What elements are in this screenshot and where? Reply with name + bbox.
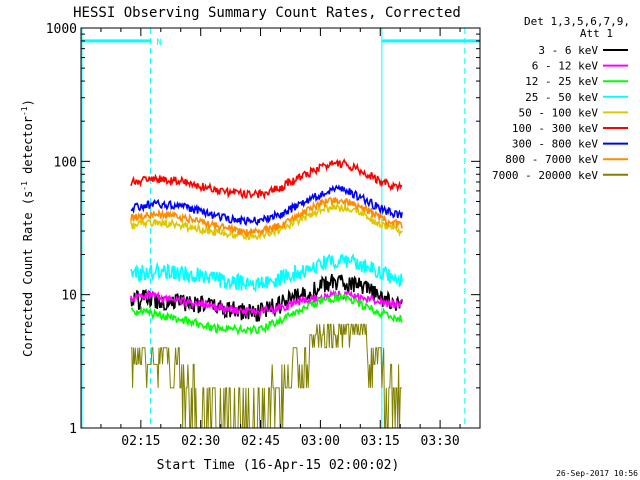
timestamp: 26-Sep-2017 10:56 xyxy=(556,469,638,478)
y-tick-label-1: 10 xyxy=(61,289,77,304)
legend-item-label-4: 50 - 100 keV xyxy=(519,106,599,119)
y-axis-label-end: ) xyxy=(21,99,35,106)
x-tick-label-5: 03:30 xyxy=(421,434,460,449)
legend-header-line-2: Att 1 xyxy=(580,27,613,40)
y-tick-label-3: 1000 xyxy=(46,22,77,37)
night-marker-label: N xyxy=(156,38,161,48)
legend-item-label-3: 25 - 50 keV xyxy=(525,91,598,104)
y-tick-label-0: 1 xyxy=(69,422,77,437)
series-line-5 xyxy=(130,158,403,201)
legend-item-label-5: 100 - 300 keV xyxy=(512,122,598,135)
series-line-1 xyxy=(130,289,403,319)
chart-title: HESSI Observing Summary Count Rates, Cor… xyxy=(73,5,461,21)
legend-item-label-1: 6 - 12 keV xyxy=(532,60,599,73)
series-line-4 xyxy=(130,201,403,241)
y-axis-label-mid: detector xyxy=(21,116,35,181)
series-line-7 xyxy=(130,197,403,238)
x-axis-label: Start Time (16-Apr-15 02:00:02) xyxy=(157,458,400,473)
legend-item-label-0: 3 - 6 keV xyxy=(538,44,598,57)
series-line-2 xyxy=(130,291,403,336)
series-line-6 xyxy=(130,184,403,227)
y-axis-label-exp2: -1 xyxy=(20,106,29,116)
series-line-3 xyxy=(130,253,403,293)
x-tick-label-1: 02:30 xyxy=(181,434,220,449)
legend-item-label-2: 12 - 25 keV xyxy=(525,75,598,88)
y-axis-label-main: Corrected Count Rate (s xyxy=(21,191,35,357)
series-group xyxy=(130,158,403,429)
legend: Det 1,3,5,6,7,9, Att 1 3 - 6 keV 6 - 12 k… xyxy=(492,15,630,182)
legend-header-line-1: Det 1,3,5,6,7,9, xyxy=(524,15,630,28)
axis-ticks xyxy=(80,28,481,429)
x-tick-label-2: 02:45 xyxy=(241,434,280,449)
y-axis-label-exp1: -1 xyxy=(20,181,29,191)
axis-tick-labels: 02:15 02:30 02:45 03:00 03:15 03:30 1 10 100 1000 xyxy=(46,22,460,449)
y-tick-label-2: 100 xyxy=(54,155,77,170)
x-tick-label-3: 03:00 xyxy=(301,434,340,449)
x-tick-label-0: 02:15 xyxy=(121,434,160,449)
legend-item-label-6: 300 - 800 keV xyxy=(512,138,598,151)
legend-item-label-7: 800 - 7000 keV xyxy=(505,153,598,166)
night-markers: N xyxy=(81,28,480,428)
series-line-8 xyxy=(130,323,403,429)
legend-item-label-8: 7000 - 20000 keV xyxy=(492,169,598,182)
x-tick-label-4: 03:15 xyxy=(361,434,400,449)
y-axis-label: Corrected Count Rate (s-1 detector-1) xyxy=(20,99,35,357)
